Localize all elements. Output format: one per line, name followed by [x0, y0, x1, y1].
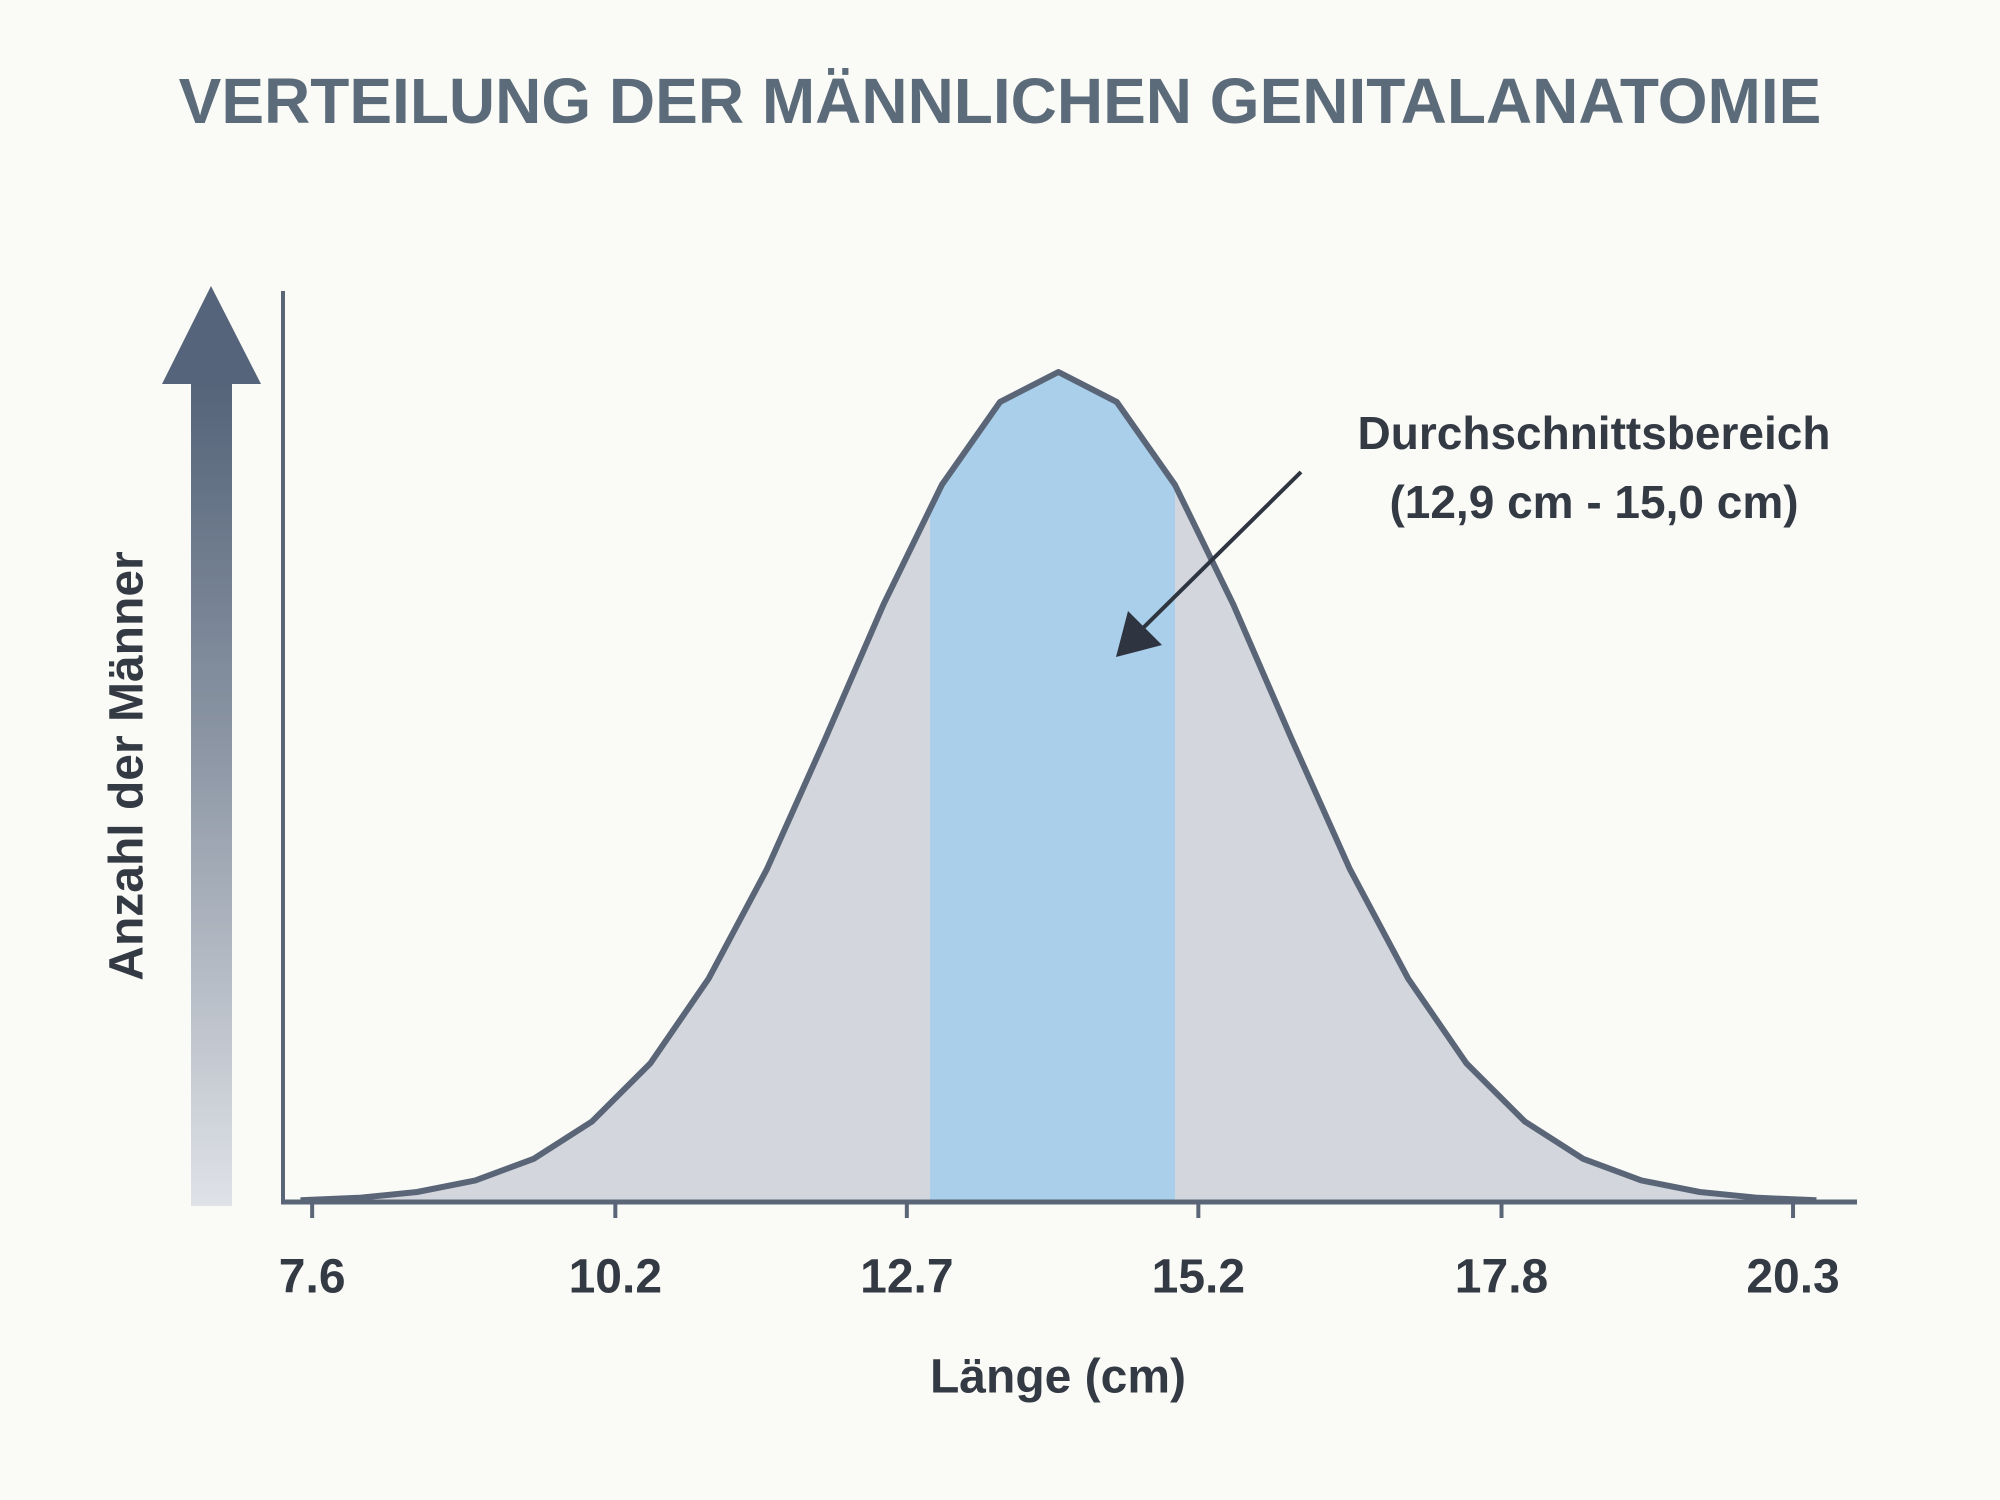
annotation-arrow [1138, 470, 1303, 633]
highlight-band [930, 372, 1176, 1202]
y-arrow-head [162, 286, 261, 384]
curve-line [300, 369, 1817, 1204]
x-tick-label: 17.8 [1455, 1251, 1548, 1304]
y-axis-label: Anzahl der Männer [101, 551, 154, 980]
x-tick-label: 7.6 [279, 1251, 346, 1304]
chart-title: VERTEILUNG DER MÄNNLICHEN GENITALANATOMI… [179, 65, 1822, 137]
annotation-line: (12,9 cm - 15,0 cm) [1389, 476, 1798, 528]
x-tick-label: 20.3 [1746, 1251, 1839, 1304]
x-tick-label: 12.7 [860, 1251, 953, 1304]
annotation-arrowhead [1116, 611, 1162, 657]
y-arrow-shaft [191, 382, 232, 1206]
x-tick-label: 15.2 [1152, 1251, 1245, 1304]
plot-area [300, 369, 1817, 1204]
annotation-line: Durchschnittsbereich [1358, 407, 1831, 459]
x-axis-label: Länge (cm) [930, 1351, 1186, 1404]
x-tick-label: 10.2 [569, 1251, 662, 1304]
